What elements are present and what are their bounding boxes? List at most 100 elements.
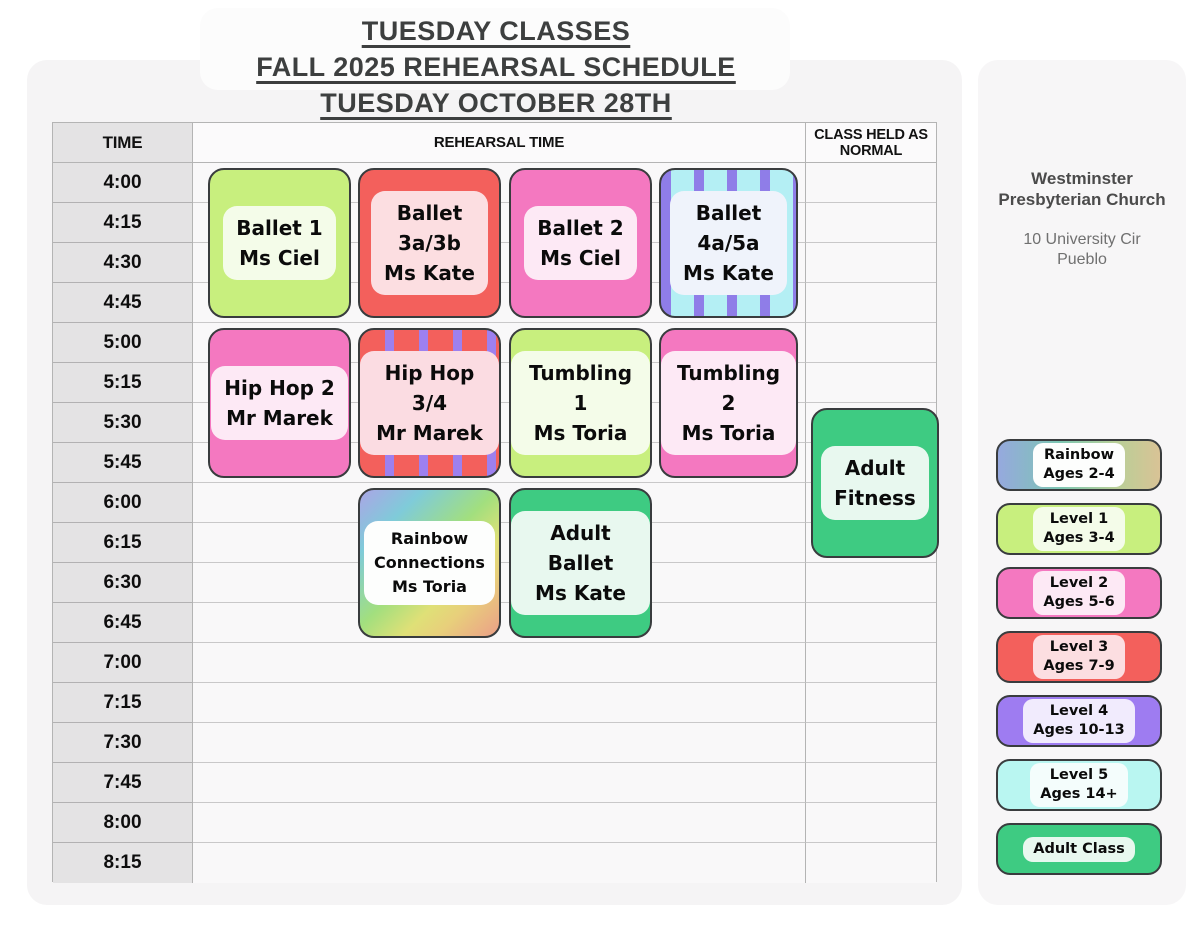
schedule-row-7-00: 7:00 (53, 643, 936, 683)
class-held-cell (806, 803, 936, 843)
time-cell: 5:00 (53, 323, 193, 363)
class-held-as-normal-header: CLASS HELD AS NORMAL (806, 123, 936, 163)
schedule-row-6-15: 6:15 (53, 523, 936, 563)
time-cell: 7:45 (53, 763, 193, 803)
class-held-cell (806, 243, 936, 283)
title-line-2: FALL 2025 REHEARSAL SCHEDULE (256, 52, 736, 82)
time-cell: 7:30 (53, 723, 193, 763)
legend-text-line: Ages 10-13 (1033, 722, 1125, 738)
rehearsal-cell (193, 283, 806, 323)
schedule-row-7-30: 7:30 (53, 723, 936, 763)
rehearsal-cell (193, 443, 806, 483)
schedule-row-7-15: 7:15 (53, 683, 936, 723)
legend-pill-level-4: Level 4 Ages 10-13 (996, 695, 1162, 747)
time-cell: 6:30 (53, 563, 193, 603)
schedule-row-7-45: 7:45 (53, 763, 936, 803)
class-held-cell (806, 643, 936, 683)
time-cell: 5:15 (53, 363, 193, 403)
class-held-cell (806, 203, 936, 243)
legend-text-line: Ages 3-4 (1043, 530, 1115, 546)
schedule-row-4-00: 4:00 (53, 163, 936, 203)
title-line-3: TUESDAY OCTOBER 28TH (320, 88, 672, 118)
schedule-row-5-30: 5:30 (53, 403, 936, 443)
class-held-cell (806, 163, 936, 203)
class-held-cell (806, 603, 936, 643)
schedule-row-6-00: 6:00 (53, 483, 936, 523)
page-title: TUESDAY CLASSES FALL 2025 REHEARSAL SCHE… (0, 13, 992, 121)
title-line-1: TUESDAY CLASSES (361, 16, 631, 46)
time-cell: 8:00 (53, 803, 193, 843)
legend-pill-label: Rainbow Ages 2-4 (1033, 443, 1125, 487)
class-held-cell (806, 483, 936, 523)
legend-pill-label: Level 4 Ages 10-13 (1023, 699, 1135, 743)
class-held-cell (806, 523, 936, 563)
rehearsal-cell (193, 323, 806, 363)
rehearsal-cell (193, 843, 806, 883)
legend-text-line: Level 1 (1049, 511, 1109, 527)
schedule-row-6-30: 6:30 (53, 563, 936, 603)
rehearsal-cell (193, 803, 806, 843)
time-cell: 6:15 (53, 523, 193, 563)
time-cell: 5:45 (53, 443, 193, 483)
schedule-row-4-15: 4:15 (53, 203, 936, 243)
legend-text-line: Ages 2-4 (1043, 466, 1115, 482)
legend-text-line: Ages 7-9 (1043, 658, 1115, 674)
schedule-row-5-00: 5:00 (53, 323, 936, 363)
time-column-header: TIME (53, 123, 193, 163)
time-cell: 6:45 (53, 603, 193, 643)
class-held-cell (806, 763, 936, 803)
schedule-row-5-45: 5:45 (53, 443, 936, 483)
class-held-cell (806, 363, 936, 403)
legend-text-line: Level 3 (1049, 639, 1109, 655)
class-held-cell (806, 843, 936, 883)
legend-text-line: Ages 14+ (1040, 786, 1118, 802)
rehearsal-cell (193, 203, 806, 243)
legend-text-line: Level 5 (1049, 767, 1109, 783)
schedule-row-8-15: 8:15 (53, 843, 936, 883)
rehearsal-cell (193, 683, 806, 723)
legend-pill-level-2: Level 2 Ages 5-6 (996, 567, 1162, 619)
schedule-table: TIME REHEARSAL TIME CLASS HELD AS NORMAL… (52, 122, 939, 883)
legend-pill-level-3: Level 3 Ages 7-9 (996, 631, 1162, 683)
time-cell: 4:15 (53, 203, 193, 243)
schedule-row-6-45: 6:45 (53, 603, 936, 643)
legend-pill-level-1: Level 1 Ages 3-4 (996, 503, 1162, 555)
class-held-cell (806, 323, 936, 363)
time-cell: 7:00 (53, 643, 193, 683)
time-cell: 6:00 (53, 483, 193, 523)
legend-text-line: Ages 5-6 (1043, 594, 1115, 610)
venue-address: 10 University Cir Pueblo (1023, 231, 1141, 268)
time-cell: 7:15 (53, 683, 193, 723)
class-held-cell (806, 283, 936, 323)
rehearsal-cell (193, 563, 806, 603)
table-header-row: TIME REHEARSAL TIME CLASS HELD AS NORMAL (53, 123, 936, 163)
legend-pill-label: Level 1 Ages 3-4 (1033, 507, 1125, 551)
legend-text-line: Level 4 (1049, 703, 1109, 719)
time-cell: 4:45 (53, 283, 193, 323)
legend-pill-label: Level 5 Ages 14+ (1030, 763, 1128, 807)
time-cell: 5:30 (53, 403, 193, 443)
time-cell: 8:15 (53, 843, 193, 883)
schedule-row-5-15: 5:15 (53, 363, 936, 403)
rehearsal-time-header: REHEARSAL TIME (193, 123, 806, 163)
time-rows: 4:00 4:15 4:30 4:45 5:00 5:15 5:30 5:45 6:00 6:15… (53, 163, 936, 883)
rehearsal-cell (193, 523, 806, 563)
schedule-row-4-30: 4:30 (53, 243, 936, 283)
class-held-cell (806, 403, 936, 443)
rehearsal-cell (193, 363, 806, 403)
rehearsal-cell (193, 603, 806, 643)
legend-text-line: Level 2 (1049, 575, 1109, 591)
title-card (200, 8, 790, 90)
schedule-row-8-00: 8:00 (53, 803, 936, 843)
legend-text-line: Adult Class (1033, 840, 1125, 857)
venue-info: Westminster Presbyterian Church 10 Unive… (978, 168, 1186, 270)
rehearsal-cell (193, 643, 806, 683)
venue-name: Westminster Presbyterian Church (998, 169, 1166, 209)
rehearsal-cell (193, 403, 806, 443)
legend-pill-label: Level 2 Ages 5-6 (1033, 571, 1125, 615)
legend-pill-label: Level 3 Ages 7-9 (1033, 635, 1125, 679)
legend-text-line: Rainbow (1044, 447, 1114, 463)
legend-pill-rainbow: Rainbow Ages 2-4 (996, 439, 1162, 491)
rehearsal-cell (193, 723, 806, 763)
rehearsal-cell (193, 763, 806, 803)
